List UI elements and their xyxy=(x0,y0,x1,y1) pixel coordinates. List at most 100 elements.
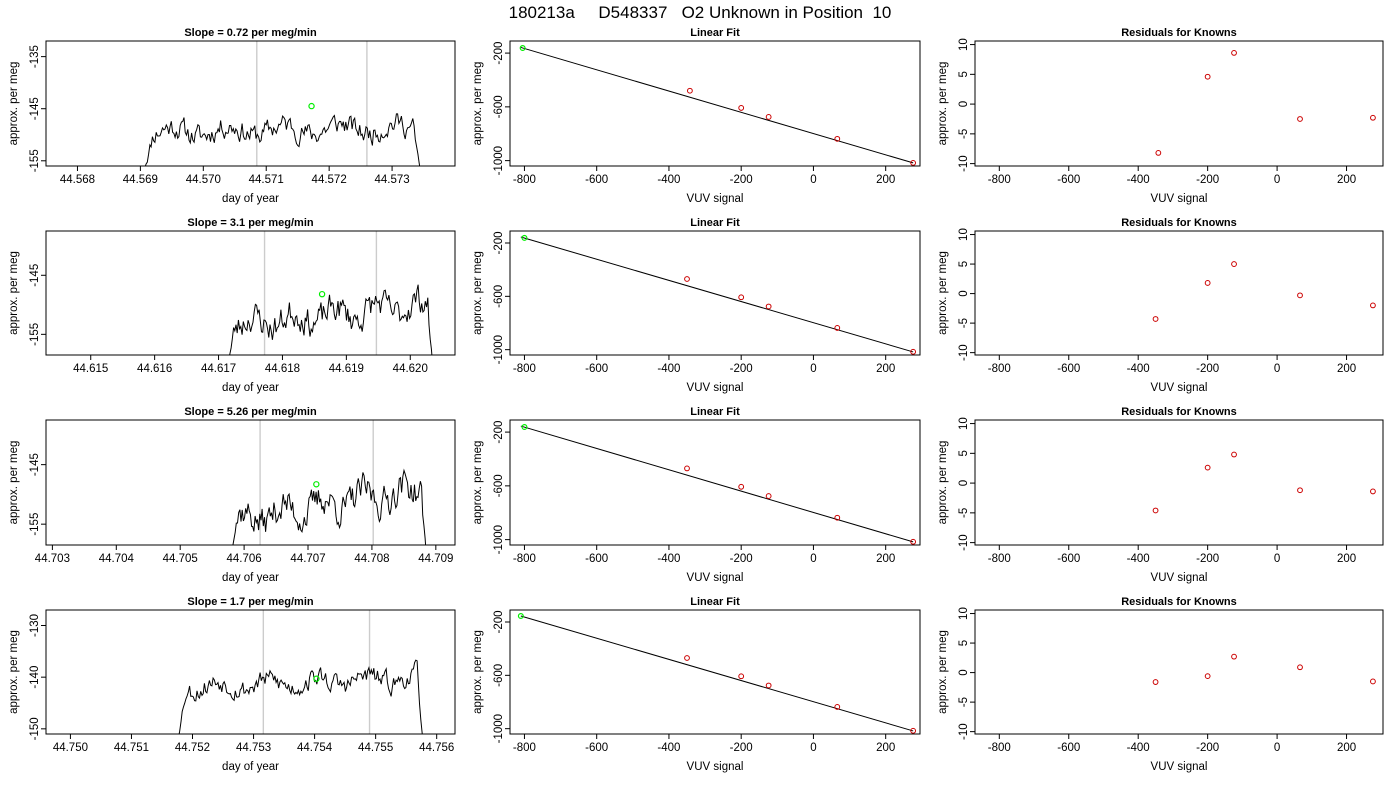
chart-title: Linear Fit xyxy=(690,217,740,229)
chart-panel-time-series-row-2: Slope = 3.1 per meg/min 44.615 44.616 44.61… xyxy=(8,217,456,394)
x-tick-label: 44.704 xyxy=(99,553,135,565)
fit-line xyxy=(520,615,914,732)
x-tick-label: 44.705 xyxy=(163,553,198,565)
y-tick-label: -145 xyxy=(29,453,41,476)
y-tick-label: -145 xyxy=(29,264,41,287)
x-axis-label: VUV signal xyxy=(687,382,744,394)
residual-point xyxy=(1297,664,1303,671)
x-tick-label: -200 xyxy=(730,553,753,565)
x-axis-label: VUV signal xyxy=(1151,572,1208,584)
known-point xyxy=(910,348,917,355)
y-axis-label: approx. per meg xyxy=(472,630,484,714)
y-tick-label: -155 xyxy=(29,513,41,536)
residual-point xyxy=(1370,302,1376,309)
data-layer xyxy=(520,234,917,355)
y-tick-label: -1000 xyxy=(493,146,505,175)
plot-frame xyxy=(45,230,456,356)
chart-panel-linear-fit-row-3: Linear Fit -800 -600 -400 -200 0 200 -200 -600 -1… xyxy=(472,406,921,584)
y-tick-label: -155 xyxy=(29,149,41,172)
known-point xyxy=(738,673,745,680)
fit-line xyxy=(520,46,914,164)
x-tick-label: -200 xyxy=(1196,742,1219,754)
y-axis-label: approx. per meg xyxy=(472,62,484,146)
x-axis-label: day of year xyxy=(222,193,279,205)
chart-title: Linear Fit xyxy=(690,27,740,39)
residual-point xyxy=(1204,673,1211,680)
y-tick-label: -5 xyxy=(958,697,970,707)
residual-point xyxy=(1297,487,1303,494)
data-layer xyxy=(144,41,421,166)
x-tick-label: -800 xyxy=(513,174,536,186)
x-tick-label: -800 xyxy=(988,553,1011,565)
residual-point xyxy=(1297,116,1303,122)
x-axis-label: VUV signal xyxy=(687,761,744,773)
x-tick-label: 44.568 xyxy=(60,174,95,186)
x-tick-label: 44.754 xyxy=(297,742,333,754)
residual-point xyxy=(1204,464,1211,471)
x-tick-label: 0 xyxy=(1274,553,1280,565)
fit-line xyxy=(520,236,914,353)
x-axis-label: day of year xyxy=(222,572,279,584)
x-tick-label: 44.615 xyxy=(73,363,108,375)
plot-frame xyxy=(45,609,456,735)
x-tick-label: -400 xyxy=(657,174,680,186)
known-point xyxy=(686,87,693,94)
x-tick-label: -600 xyxy=(1057,174,1080,186)
y-tick-label: -200 xyxy=(493,42,505,65)
x-tick-label: 0 xyxy=(810,174,816,186)
x-tick-label: 200 xyxy=(876,553,895,565)
known-point xyxy=(738,294,745,301)
x-tick-label: -200 xyxy=(1196,553,1219,565)
residual-point xyxy=(1204,280,1211,286)
data-layer xyxy=(520,423,917,545)
y-tick-label: -145 xyxy=(29,97,41,120)
y-tick-label: -10 xyxy=(958,155,970,172)
y-axis-label: approx. per meg xyxy=(8,251,20,335)
x-tick-label: -200 xyxy=(1196,363,1219,375)
y-tick-label: -200 xyxy=(493,231,505,254)
x-tick-label: -800 xyxy=(988,742,1011,754)
x-tick-label: 44.617 xyxy=(201,363,236,375)
chart-title: Linear Fit xyxy=(690,596,740,608)
data-layer xyxy=(229,231,433,355)
unknown-marker-point xyxy=(313,675,320,682)
x-tick-label: 200 xyxy=(1337,553,1356,565)
x-tick-label: 44.752 xyxy=(175,742,210,754)
data-layer xyxy=(178,610,423,734)
page-title: 180213a D548337 O2 Unknown in Position 1… xyxy=(508,3,892,22)
known-point xyxy=(910,160,917,166)
x-tick-label: 0 xyxy=(1274,174,1280,186)
unknown-marker-point xyxy=(318,290,326,298)
x-tick-label: -600 xyxy=(585,742,608,754)
x-tick-label: 0 xyxy=(810,553,816,565)
x-tick-label: -800 xyxy=(513,363,536,375)
x-tick-label: 44.750 xyxy=(53,742,88,754)
unknown-marker-point xyxy=(313,481,320,488)
y-tick-label: 10 xyxy=(958,607,970,620)
x-tick-label: -600 xyxy=(1057,742,1080,754)
y-tick-label: 5 xyxy=(958,450,970,456)
chart-panel-linear-fit-row-1: Linear Fit -800 -600 -400 -200 0 200 -200 -600 -1… xyxy=(472,27,921,205)
y-tick-label: 5 xyxy=(958,640,970,646)
y-axis-label: approx. per meg xyxy=(937,251,949,335)
y-tick-label: -600 xyxy=(493,285,505,308)
x-tick-label: 44.708 xyxy=(354,553,389,565)
chart-title: Residuals for Knowns xyxy=(1121,596,1237,608)
residual-point xyxy=(1231,653,1237,660)
time-series-trace xyxy=(229,284,433,355)
y-tick-label: -600 xyxy=(493,474,505,497)
x-tick-label: -800 xyxy=(988,174,1011,186)
chart-panel-time-series-row-4: Slope = 1.7 per meg/min 44.750 44.751 44.75… xyxy=(8,596,456,773)
x-tick-label: 44.572 xyxy=(312,174,347,186)
x-tick-label: 44.703 xyxy=(35,553,70,565)
fit-line xyxy=(520,425,914,543)
chart-title: Residuals for Knowns xyxy=(1121,406,1237,418)
y-tick-label: -5 xyxy=(958,318,970,328)
known-point xyxy=(765,114,772,120)
y-tick-label: 0 xyxy=(958,669,970,675)
x-tick-label: -200 xyxy=(730,174,753,186)
known-point xyxy=(765,682,772,689)
x-tick-label: 44.571 xyxy=(249,174,284,186)
known-point xyxy=(738,105,745,111)
plot-frame xyxy=(509,40,921,167)
